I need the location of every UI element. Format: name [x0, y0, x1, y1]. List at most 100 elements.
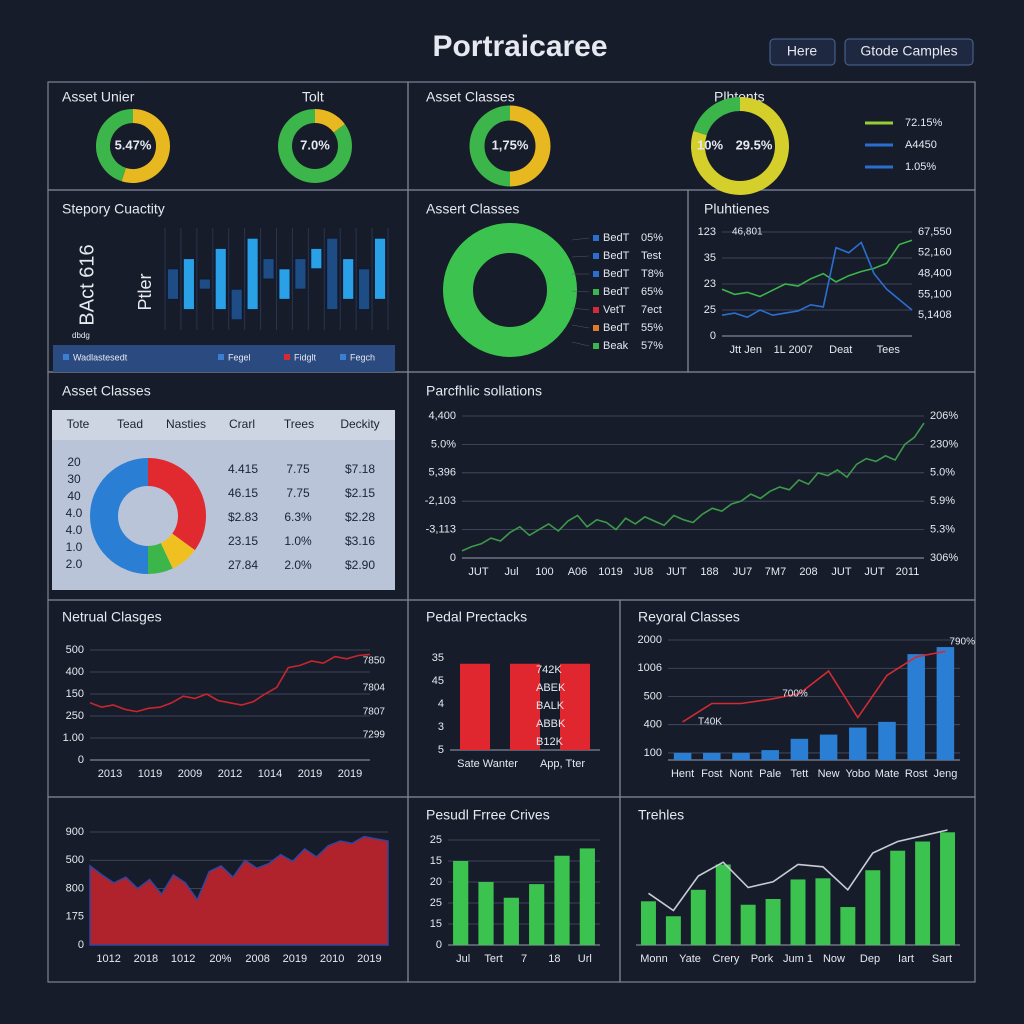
- center-label: 29.5%: [736, 137, 773, 152]
- cell: $7.18: [345, 462, 375, 476]
- x-tick-label: Mate: [875, 768, 899, 780]
- candle: [278, 268, 291, 300]
- x-tick-label: Nont: [729, 768, 752, 780]
- button-label[interactable]: Gtode Camples: [860, 43, 957, 59]
- tab: Fegch: [350, 352, 375, 362]
- tab-icon: [340, 354, 346, 360]
- y-tick-label: 4,400: [428, 410, 456, 422]
- bar: [765, 899, 781, 945]
- button[interactable]: [844, 38, 974, 66]
- bar: [715, 864, 731, 945]
- y-tick-label: 5: [438, 744, 444, 756]
- bar: [815, 878, 831, 945]
- legend-label: 57%: [641, 340, 663, 352]
- legend-swatch: [524, 702, 532, 710]
- x-tick-label: Now: [823, 953, 845, 965]
- y-label: Ptler: [135, 273, 155, 310]
- x-tick-label: Hent: [671, 768, 694, 780]
- legend-label: T8%: [641, 268, 664, 280]
- tab: Fidglt: [294, 352, 317, 362]
- y-tick-label: 4: [438, 698, 444, 710]
- annotation: 7804: [363, 683, 386, 694]
- donut-segment: [314, 109, 345, 133]
- x-tick-label: 7M7: [765, 566, 786, 578]
- legend-name: BedT: [603, 232, 630, 244]
- x-tick-label: Fost: [701, 768, 722, 780]
- legend-swatch: [524, 684, 532, 692]
- cell: 1.0%: [284, 534, 312, 548]
- y-tick-label: 0: [710, 330, 716, 342]
- column-header: Deckity: [340, 417, 379, 431]
- y2-tick-label: 52,160: [918, 247, 952, 259]
- tab: Fegel: [228, 352, 251, 362]
- panel-title: Pedal Prectacks: [426, 609, 527, 625]
- bar: [453, 861, 469, 945]
- y-tick-label: 15: [430, 918, 442, 930]
- candle: [310, 247, 323, 270]
- x-tick-label: A06: [568, 566, 588, 578]
- tab-icon: [63, 354, 69, 360]
- x-tick-label: Pork: [751, 953, 774, 965]
- y-tick-label: 123: [698, 226, 716, 238]
- button[interactable]: [769, 38, 836, 66]
- y-tick-label: 1.00: [63, 732, 84, 744]
- tab-icon: [218, 354, 224, 360]
- y-tick-label: 20: [430, 876, 442, 888]
- annotation: 700%: [782, 689, 808, 700]
- axis-label: 1.0: [66, 540, 83, 554]
- donut-segment: [278, 109, 352, 183]
- table-header: [52, 410, 395, 440]
- panel-title: Asset Classes: [62, 383, 151, 399]
- column-header: Tote: [67, 417, 90, 431]
- x-tick-label: Jeng: [933, 768, 957, 780]
- y-tick-label: 23: [704, 278, 716, 290]
- bar: [703, 752, 721, 760]
- column-header: Tead: [117, 417, 143, 431]
- cell: $2.15: [345, 486, 375, 500]
- legend-label: 72.15%: [905, 117, 943, 129]
- tab: Wadlastesedt: [73, 352, 128, 362]
- y2-tick-label: 206%: [930, 410, 958, 422]
- annotation: 790%: [949, 637, 975, 648]
- candle: [246, 237, 259, 311]
- x-tick-label: Yate: [679, 953, 701, 965]
- candle: [198, 278, 211, 290]
- y-tick-label: 2000: [638, 634, 662, 646]
- x-tick-label: Yobo: [845, 768, 870, 780]
- y-tick-label: 500: [644, 690, 662, 702]
- bar: [740, 904, 756, 945]
- y-tick-label: 900: [66, 826, 84, 838]
- axis-label: 2.0: [66, 557, 83, 571]
- donut-segment: [147, 542, 173, 574]
- x-tick-label: Dep: [860, 953, 880, 965]
- legend-label: ABEK: [536, 682, 566, 694]
- candle: [373, 237, 387, 300]
- y-tick-label: 0: [78, 754, 84, 766]
- y2-tick-label: 5.3%: [930, 524, 955, 536]
- line: [648, 829, 948, 912]
- center-label: 1,75%: [492, 137, 529, 152]
- tab-icon: [284, 354, 290, 360]
- button-label[interactable]: Here: [787, 43, 818, 59]
- y-tick-label: 800: [66, 882, 84, 894]
- donut-segment: [693, 97, 741, 136]
- x-tick-label: Iart: [898, 953, 914, 965]
- y-tick-label: 1006: [638, 662, 662, 674]
- bar: [554, 855, 570, 945]
- bar: [790, 738, 809, 760]
- legend-label: 7ect: [641, 304, 662, 316]
- connector: [571, 237, 590, 241]
- y2-tick-label: 5.9%: [930, 495, 955, 507]
- legend-swatch: [593, 271, 599, 277]
- x-tick-label: Jtt Jen: [730, 344, 762, 356]
- cell: 6.3%: [284, 510, 312, 524]
- y-tick-label: 25: [704, 304, 716, 316]
- y-tick-label: 0: [450, 552, 456, 564]
- donut-segment: [96, 109, 134, 182]
- y-tick-label: 0: [436, 939, 442, 951]
- annotation: 7299: [363, 730, 386, 741]
- page-title: Portraicaree: [432, 30, 607, 63]
- y-tick-label: 15: [430, 855, 442, 867]
- y-tick-label: 5.0%: [431, 438, 456, 450]
